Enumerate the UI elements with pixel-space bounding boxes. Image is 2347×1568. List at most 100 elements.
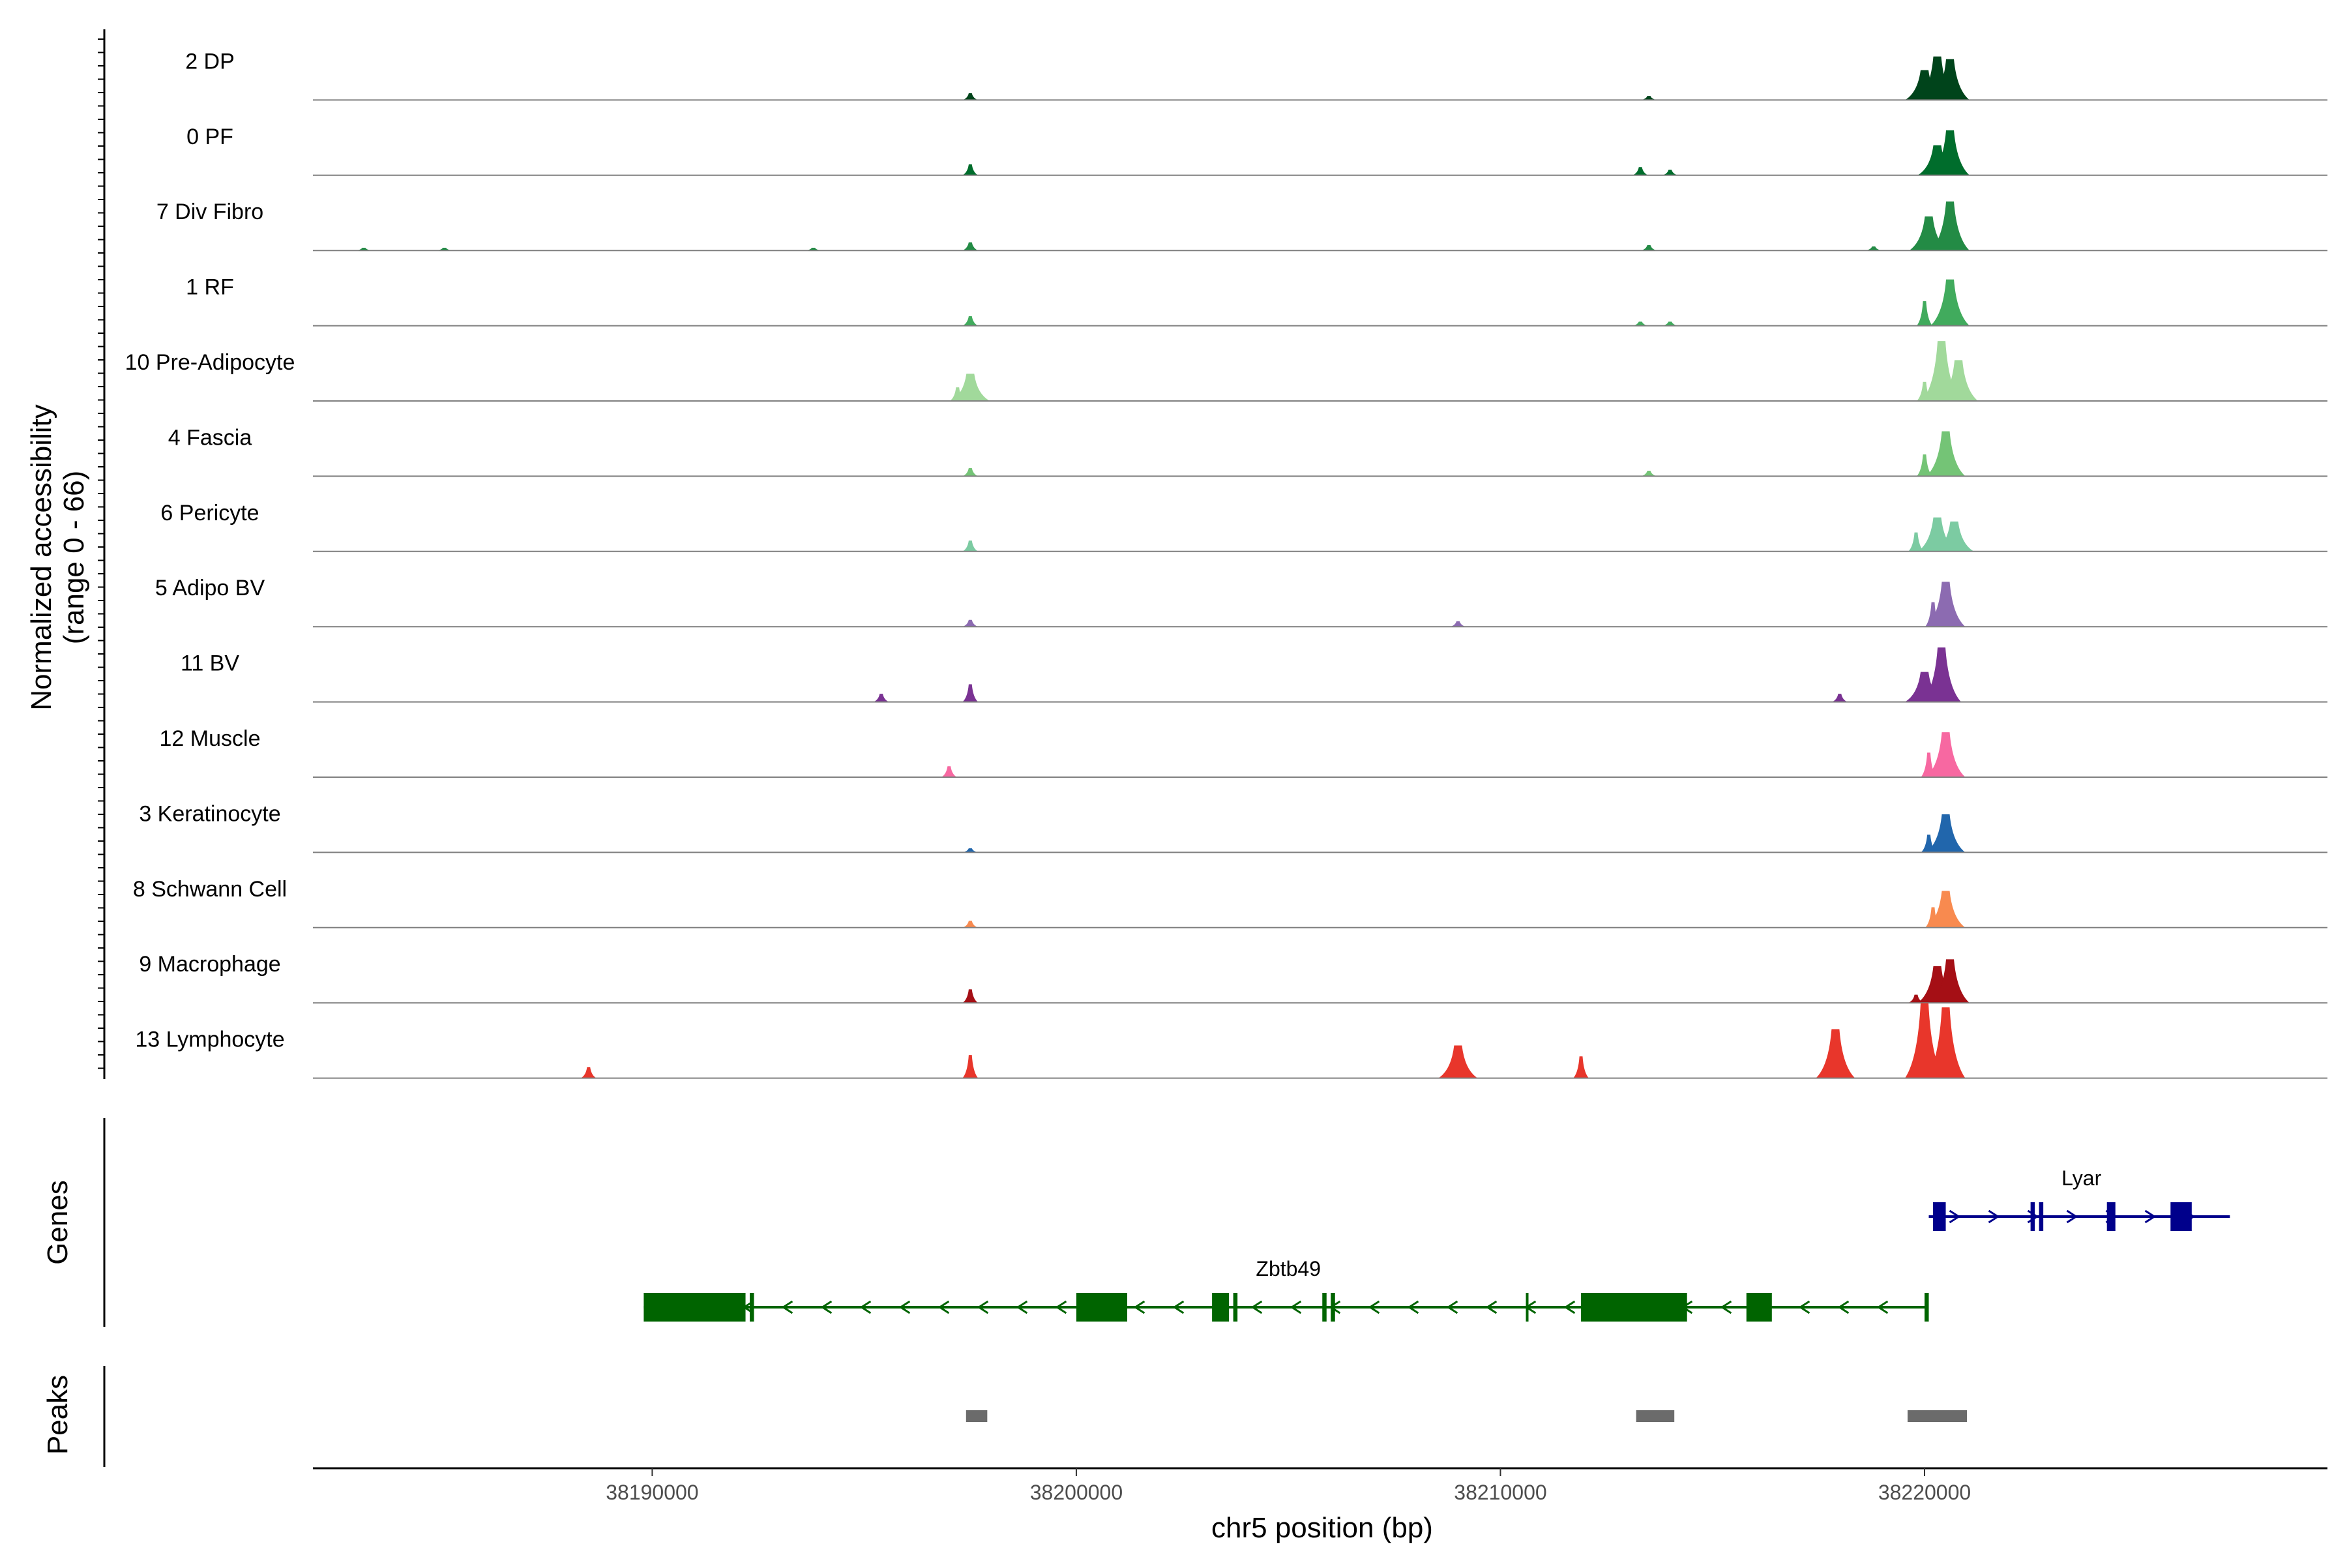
track-label: 2 DP — [185, 49, 235, 74]
coverage-peak — [1908, 532, 1924, 552]
track-9-macrophage: 9 Macrophage — [139, 952, 2327, 1004]
coverage-peak — [962, 164, 979, 175]
gene-exon — [1076, 1293, 1128, 1322]
y-axis-subtitle: (range 0 - 66) — [58, 471, 90, 645]
gene-exon — [1233, 1293, 1238, 1322]
track-label: 0 PF — [186, 125, 233, 149]
coverage-peak — [1930, 59, 1970, 100]
coverage-peak — [941, 766, 957, 777]
strand-arrow — [1876, 1300, 1889, 1314]
coverage-peak — [962, 242, 979, 251]
coverage-peak — [962, 848, 979, 853]
strand-arrow — [1446, 1300, 1458, 1314]
track-label: 10 Pre-Adipocyte — [125, 350, 295, 375]
coverage-peak — [1632, 167, 1649, 175]
coverage-peak — [1641, 471, 1657, 477]
track-12-muscle: 12 Muscle — [160, 726, 2327, 778]
coverage-peak — [1816, 1029, 1855, 1078]
coverage-peak — [1930, 959, 1970, 1003]
coverage-tracks: 2 DP 0 PF 7 Div Fibro 1 RF 10 Pre-Adipocyte 4… — [125, 49, 2327, 1079]
track-4-fascia: 4 Fascia — [168, 425, 2327, 477]
peak-region — [1636, 1410, 1675, 1422]
track-label: 8 Schwann Cell — [133, 877, 287, 902]
track-3-keratinocyte: 3 Keratinocyte — [139, 801, 2327, 853]
track-label: 7 Div Fibro — [156, 200, 263, 224]
gene-exon — [1581, 1293, 1687, 1322]
coverage-peak — [1632, 321, 1649, 326]
coverage-peak — [1926, 732, 1966, 777]
gene-zbtb49: Zbtb49 — [643, 1257, 1929, 1322]
strand-arrow — [2144, 1209, 2157, 1224]
track-label: 13 Lymphocyte — [135, 1028, 284, 1052]
coverage-peak — [962, 989, 979, 1003]
coverage-peak — [1450, 621, 1466, 627]
coverage-peak — [962, 540, 979, 552]
coverage-peak — [1917, 454, 1932, 477]
coverage-peak — [1926, 1007, 1966, 1078]
coverage-peak — [1641, 244, 1657, 251]
coverage-peak — [1926, 814, 1966, 853]
coverage-peak — [962, 93, 979, 100]
track-11-bv: 11 BV — [181, 647, 2327, 703]
strand-arrow — [898, 1300, 911, 1314]
y-axis — [98, 29, 106, 1079]
gene-name-label: Lyar — [2061, 1166, 2101, 1190]
coverage-peak — [962, 921, 979, 928]
strand-arrow — [1368, 1300, 1380, 1314]
coverage-peak — [873, 694, 889, 702]
strand-arrow — [1172, 1300, 1185, 1314]
gene-exon — [1925, 1293, 1929, 1322]
strand-arrow — [937, 1300, 950, 1314]
coverage-peak — [436, 248, 452, 251]
coverage-peak — [805, 248, 821, 251]
track-8-schwann-cell: 8 Schwann Cell — [133, 877, 2327, 928]
coverage-peak — [356, 248, 372, 251]
coverage-peak — [1926, 891, 1966, 928]
coverage-peak — [951, 374, 990, 401]
coverage-peak — [962, 684, 979, 702]
track-label: 11 BV — [181, 651, 239, 676]
coverage-peak — [1926, 582, 1966, 627]
strand-arrow — [1563, 1300, 1576, 1314]
strand-arrow — [1720, 1300, 1732, 1314]
gene-exon — [1322, 1293, 1327, 1322]
strand-arrow — [1055, 1300, 1067, 1314]
coverage-peak — [580, 1067, 597, 1078]
strand-arrow — [1798, 1300, 1810, 1314]
x-tick-label: 38220000 — [1878, 1481, 1971, 1504]
peak-regions-panel — [103, 1366, 1968, 1467]
track-label: 5 Adipo BV — [155, 576, 265, 600]
track-10-pre-adipocyte: 10 Pre-Adipocyte — [125, 341, 2327, 402]
strand-arrow — [2066, 1209, 2078, 1224]
coverage-peak — [962, 467, 979, 477]
track-label: 9 Macrophage — [139, 952, 280, 977]
genes-panel-label: Genes — [42, 1180, 74, 1265]
coverage-peak — [962, 1055, 979, 1078]
coverage-peak — [1922, 647, 1962, 702]
gene-exon — [1526, 1293, 1529, 1322]
coverage-peak — [1662, 170, 1678, 175]
track-2-dp: 2 DP — [185, 49, 2327, 101]
track-label: 6 Pericyte — [160, 501, 259, 525]
track-1-rf: 1 RF — [186, 275, 2327, 327]
coverage-peak — [1939, 360, 1979, 401]
coverage-peak — [1930, 130, 1970, 175]
coverage-peak — [1865, 246, 1882, 251]
track-0-pf: 0 PF — [186, 125, 2327, 176]
gene-lyar: Lyar — [1928, 1166, 2230, 1231]
track-label: 3 Keratinocyte — [139, 801, 280, 826]
track-label: 12 Muscle — [160, 726, 261, 751]
coverage-peak — [1930, 201, 1970, 251]
strand-arrow — [1837, 1300, 1850, 1314]
coverage-peak — [1908, 994, 1924, 1003]
x-axis: 38190000 38200000 38210000 38220000 — [313, 1467, 2327, 1504]
strand-arrow — [977, 1300, 989, 1314]
gene-name-label: Zbtb49 — [1256, 1257, 1321, 1280]
track-label: 1 RF — [186, 275, 234, 300]
coverage-peak — [1905, 1003, 1944, 1078]
strand-arrow — [1988, 1209, 2000, 1224]
coverage-peak — [1831, 694, 1848, 702]
strand-arrow — [1407, 1300, 1419, 1314]
